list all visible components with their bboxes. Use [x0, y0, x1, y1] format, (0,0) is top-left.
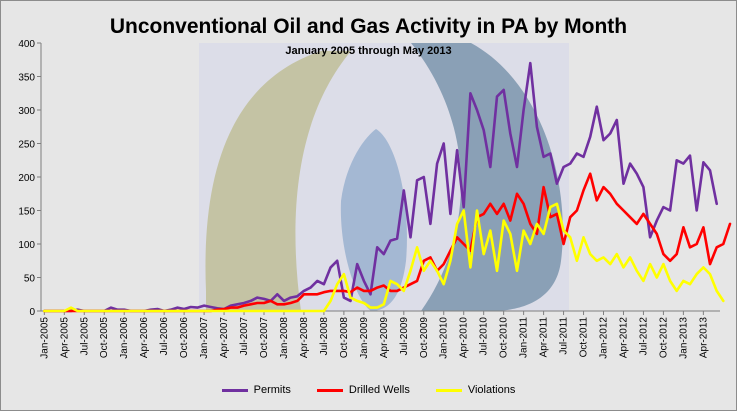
y-tick-label: 100 — [18, 240, 35, 251]
legend-swatch-violations — [435, 388, 462, 392]
x-tick-label: Jan-2005 — [39, 317, 50, 359]
x-tick-label: Oct-2005 — [99, 317, 110, 359]
x-tick-label: Jul-2006 — [159, 317, 170, 356]
y-tick-label: 300 — [18, 106, 35, 117]
legend-item-drilled-wells: Drilled Wells — [316, 384, 410, 396]
x-tick-label: Oct-2006 — [179, 317, 190, 359]
x-tick-label: Apr-2009 — [379, 317, 390, 359]
series-line-permits — [42, 61, 719, 313]
x-tick-label: Apr-2011 — [539, 317, 550, 358]
axes: 0 50 100 150 200 250 300 350 400 Jan-2005 Apr-2005… — [18, 39, 720, 359]
background-logo — [199, 43, 569, 311]
x-tick-label: Jan-2012 — [599, 317, 610, 359]
legend-item-permits: Permits — [221, 384, 291, 396]
x-tick-label: Oct-2009 — [419, 317, 430, 359]
x-tick-label: Apr-2012 — [618, 317, 629, 359]
x-tick-label: Jul-2005 — [79, 317, 90, 356]
y-tick-label: 250 — [18, 140, 35, 151]
x-tick-label: Apr-2010 — [459, 317, 470, 359]
y-tick-label: 50 — [24, 274, 36, 285]
x-tick-label: Apr-2006 — [139, 317, 150, 359]
x-tick-label: Jan-2013 — [678, 317, 689, 359]
x-tick-label: Oct-2007 — [259, 317, 270, 359]
legend-swatch-permits — [221, 388, 248, 392]
y-tick-label: 400 — [18, 39, 35, 50]
x-tick-label: Jul-2007 — [239, 317, 250, 356]
x-tick-label: Jan-2011 — [519, 317, 530, 358]
chart-title: Unconventional Oil and Gas Activity in P… — [109, 15, 628, 38]
x-tick-label: Jul-2009 — [399, 317, 410, 356]
x-tick-label: Oct-2012 — [658, 317, 669, 359]
x-tick-label: Jul-2010 — [479, 317, 490, 356]
x-tick-label: Jan-2007 — [199, 317, 210, 359]
x-tick-label: Oct-2008 — [339, 317, 350, 359]
legend-swatch-drilled-wells — [316, 388, 343, 392]
legend-label-violations: Violations — [467, 384, 516, 396]
chart-subtitle: January 2005 through May 2013 — [285, 45, 452, 57]
x-tick-label: Jan-2009 — [359, 317, 370, 359]
x-tick-label: Jul-2012 — [638, 317, 649, 356]
x-tick-label: Jul-2011 — [559, 317, 570, 355]
y-tick-label: 350 — [18, 73, 35, 84]
x-tick-label: Jan-2006 — [119, 317, 130, 359]
x-tick-label: Jul-2008 — [319, 317, 330, 356]
x-tick-label: Apr-2005 — [59, 317, 70, 359]
y-tick-label: 0 — [29, 307, 35, 318]
legend-item-violations: Violations — [435, 384, 516, 396]
y-tick-label: 150 — [18, 207, 35, 218]
y-tick-label: 200 — [18, 173, 35, 184]
x-tick-label: Apr-2007 — [219, 317, 230, 359]
x-tick-label: Oct-2010 — [499, 317, 510, 359]
legend-label-drilled-wells: Drilled Wells — [348, 384, 410, 396]
series-lines — [42, 61, 732, 313]
x-tick-label: Apr-2013 — [698, 317, 709, 359]
legend: Permits Drilled Wells Violations — [1, 384, 736, 396]
x-tick-label: Oct-2011 — [579, 317, 590, 358]
x-tick-label: Apr-2008 — [299, 317, 310, 359]
x-tick-label: Jan-2010 — [439, 317, 450, 359]
x-tick-label: Jan-2008 — [279, 317, 290, 359]
legend-label-permits: Permits — [253, 384, 291, 396]
background-logo-olive-shape — [205, 51, 351, 311]
series-line-violations — [42, 202, 725, 313]
